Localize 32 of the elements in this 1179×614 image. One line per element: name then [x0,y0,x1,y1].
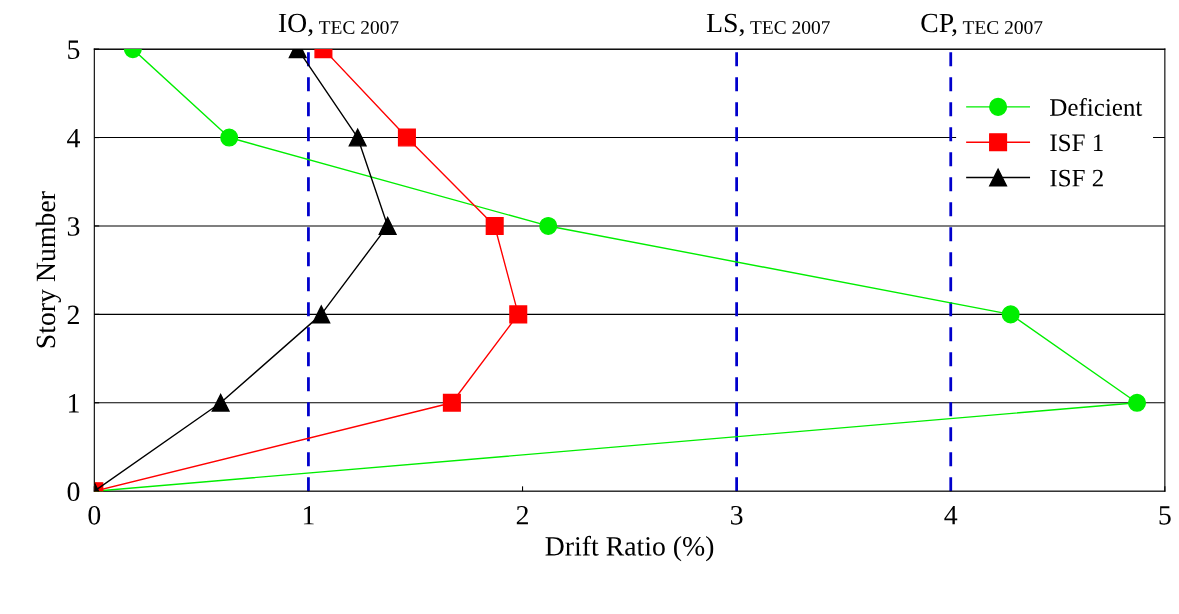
point [539,216,558,235]
ref-line-label: IO, TEC 2007 [278,13,399,37]
point [211,393,230,412]
legend-label: ISF 2 [1050,169,1103,187]
y-tick-label: 1 [68,394,79,413]
x-tick-label: 1 [303,506,314,525]
point [220,128,239,147]
y-axis-title: Story Number [35,191,61,348]
ref-line-label: LS, TEC 2007 [706,13,830,37]
legend-label: Deficient [1050,98,1143,116]
x-tick-label: 3 [731,505,743,525]
point [378,216,397,235]
point [397,128,416,147]
x-axis-title: Drift Ratio (%) [545,535,714,562]
y-tick-label: 3 [67,217,80,236]
point [485,216,504,235]
y-tick-label: 4 [67,128,80,148]
point [509,305,528,324]
x-tick-label: 0 [88,505,101,525]
ref-line-label: CP, TEC 2007 [921,13,1043,37]
x-tick-label: 2 [516,505,528,525]
y-tick-label: 5 [68,40,80,60]
point [1127,393,1147,412]
x-tick-label: 4 [944,506,958,525]
y-tick-label: 0 [67,482,80,502]
y-tick-label: 2 [67,305,79,325]
point [442,393,461,412]
x-tick-label: 5 [1159,506,1171,525]
point [1001,305,1020,324]
legend-label: ISF 1 [1050,134,1103,152]
point [348,128,367,147]
point [312,305,331,324]
